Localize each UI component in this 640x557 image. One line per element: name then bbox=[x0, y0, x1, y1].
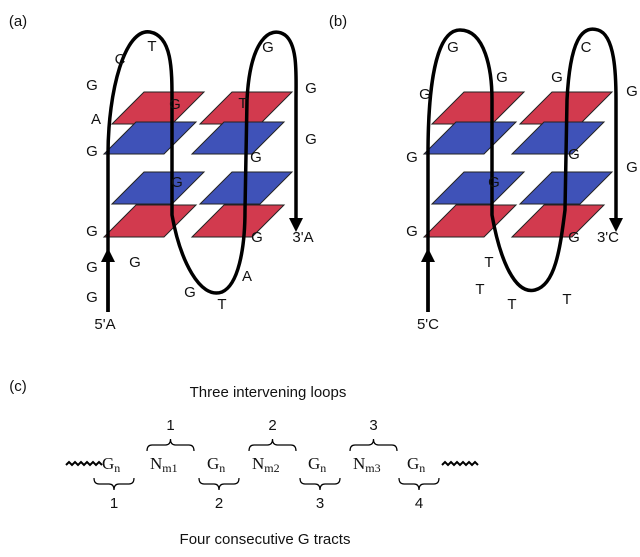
figure: (a)CTGGAGTGGGGGGGGGGGAT5'A3'A (b)GCGGGGG… bbox=[0, 0, 640, 557]
nucleotide: T bbox=[562, 291, 571, 308]
nucleotide: G bbox=[262, 39, 274, 56]
loop-brace bbox=[350, 439, 397, 451]
nucleotide: T bbox=[484, 254, 493, 271]
tract-brace bbox=[199, 478, 239, 490]
tract-brace bbox=[300, 478, 340, 490]
tetrad-plane bbox=[192, 205, 284, 237]
tract-number: 2 bbox=[215, 495, 223, 512]
base: N bbox=[252, 454, 264, 473]
base: G bbox=[207, 454, 219, 473]
subscript: n bbox=[320, 461, 326, 475]
base: G bbox=[102, 454, 114, 473]
nucleotide: C bbox=[115, 51, 126, 68]
nucleotide: G bbox=[169, 96, 181, 113]
panel-label: (a) bbox=[9, 13, 27, 30]
sequence-element: Nm3 bbox=[353, 454, 381, 475]
nucleotide: G bbox=[184, 284, 196, 301]
tract-brace bbox=[94, 478, 134, 490]
loop-brace bbox=[249, 439, 296, 451]
tetrad-plane bbox=[424, 122, 516, 154]
tetrad-plane bbox=[512, 205, 604, 237]
nucleotide: G bbox=[171, 174, 183, 191]
three-prime-end: 3'C bbox=[597, 229, 619, 246]
tetrad-plane bbox=[112, 172, 204, 204]
loop-number: 3 bbox=[369, 417, 377, 434]
tetrad-plane bbox=[424, 205, 516, 237]
nucleotide: G bbox=[406, 223, 418, 240]
tetrad-plane bbox=[192, 122, 284, 154]
subscript: m1 bbox=[162, 461, 177, 475]
tract-number: 3 bbox=[316, 495, 324, 512]
sequence-element: Nm2 bbox=[252, 454, 280, 475]
nucleotide: G bbox=[568, 146, 580, 163]
nucleotide: G bbox=[488, 174, 500, 191]
strand bbox=[428, 29, 616, 312]
nucleotide: G bbox=[86, 223, 98, 240]
tetrad-plane bbox=[104, 122, 196, 154]
nucleotide: T bbox=[238, 95, 247, 112]
base: G bbox=[407, 454, 419, 473]
five-prime-end: 5'C bbox=[417, 316, 439, 333]
tetrad-plane bbox=[112, 92, 204, 124]
sequence-element: Gn bbox=[207, 454, 225, 475]
nucleotide: T bbox=[147, 38, 156, 55]
base: N bbox=[353, 454, 365, 473]
sequence-element: Nm1 bbox=[150, 454, 178, 475]
tetrad-plane bbox=[104, 205, 196, 237]
wavy-line bbox=[442, 462, 478, 465]
panel-c: (c) Three intervening loops Four consecuti… bbox=[9, 378, 478, 548]
base: G bbox=[308, 454, 320, 473]
tetrad-plane bbox=[432, 172, 524, 204]
nucleotide: A bbox=[91, 111, 101, 128]
nucleotide: G bbox=[305, 131, 317, 148]
tract-brace bbox=[399, 478, 439, 490]
nucleotide: G bbox=[250, 149, 262, 166]
nucleotide: A bbox=[242, 268, 252, 285]
nucleotide: G bbox=[129, 254, 141, 271]
nucleotide: G bbox=[305, 80, 317, 97]
nucleotide: G bbox=[86, 259, 98, 276]
subscript: m3 bbox=[365, 461, 380, 475]
subscript: m2 bbox=[264, 461, 279, 475]
subscript: n bbox=[114, 461, 120, 475]
bottom-caption: Four consecutive G tracts bbox=[180, 531, 351, 548]
subscript: n bbox=[419, 461, 425, 475]
top-caption: Three intervening loops bbox=[190, 384, 347, 401]
nucleotide: T bbox=[217, 296, 226, 313]
five-prime-end: 5'A bbox=[94, 316, 115, 333]
wavy-line bbox=[66, 462, 102, 465]
nucleotide: G bbox=[551, 69, 563, 86]
nucleotide: G bbox=[626, 83, 638, 100]
nucleotide: T bbox=[475, 281, 484, 298]
tetrad-plane bbox=[512, 122, 604, 154]
tract-number: 4 bbox=[415, 495, 423, 512]
tetrad-plane bbox=[432, 92, 524, 124]
loop-number: 1 bbox=[166, 417, 174, 434]
nucleotide: G bbox=[419, 86, 431, 103]
panel-label: (b) bbox=[329, 13, 347, 30]
three-prime-end: 3'A bbox=[292, 229, 313, 246]
loop-number: 2 bbox=[268, 417, 276, 434]
nucleotide: C bbox=[581, 39, 592, 56]
subscript: n bbox=[219, 461, 225, 475]
nucleotide: G bbox=[447, 39, 459, 56]
panel-label: (c) bbox=[9, 378, 27, 395]
nucleotide: G bbox=[86, 289, 98, 306]
nucleotide: G bbox=[86, 77, 98, 94]
nucleotide: G bbox=[251, 229, 263, 246]
nucleotide: T bbox=[507, 296, 516, 313]
tract-number: 1 bbox=[110, 495, 118, 512]
nucleotide: G bbox=[568, 229, 580, 246]
nucleotide: G bbox=[626, 159, 638, 176]
loop-brace bbox=[147, 439, 194, 451]
nucleotide: G bbox=[496, 69, 508, 86]
sequence-element: Gn bbox=[102, 454, 120, 475]
sequence-element: Gn bbox=[308, 454, 326, 475]
base: N bbox=[150, 454, 162, 473]
nucleotide: G bbox=[406, 149, 418, 166]
nucleotide: G bbox=[86, 143, 98, 160]
sequence-element: Gn bbox=[407, 454, 425, 475]
